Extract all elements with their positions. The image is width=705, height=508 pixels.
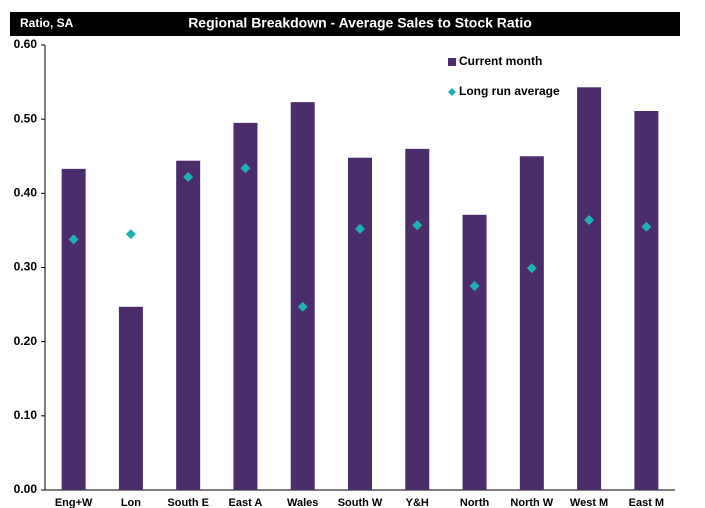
y-tick-label: 0.40 [14, 186, 38, 200]
x-tick-label: South W [338, 497, 383, 508]
diamond-marker [240, 163, 251, 174]
diamond-marker [584, 215, 595, 226]
diamond-marker [183, 172, 194, 183]
x-tick-label: North [460, 497, 490, 508]
bar [634, 111, 659, 490]
bar [233, 122, 258, 490]
diamond-marker [355, 223, 365, 234]
y-tick-label: 0.00 [14, 482, 38, 496]
legend-swatch [448, 88, 456, 96]
x-tick-label: Eng+W [55, 497, 93, 508]
title-bar [10, 12, 680, 36]
bar [176, 160, 201, 490]
x-tick-label: East M [629, 497, 664, 508]
x-tick-label: East A [229, 497, 263, 508]
bar [405, 148, 430, 491]
y-tick-label: 0.10 [14, 408, 38, 422]
bar [577, 87, 602, 491]
diamond-marker [526, 263, 537, 274]
x-tick-label: Wales [287, 497, 318, 508]
x-tick-label: Lon [121, 497, 141, 508]
y-tick-label: 0.30 [14, 260, 38, 274]
y-tick-label: 0.60 [14, 37, 38, 51]
bar [61, 168, 86, 490]
chart-title: Regional Breakdown - Average Sales to St… [188, 15, 532, 31]
legend-label: Current month [459, 54, 542, 68]
legend-swatch [448, 58, 456, 66]
bar [118, 306, 143, 490]
bar [462, 214, 487, 490]
bar [290, 102, 315, 490]
diamond-marker [297, 301, 308, 312]
bar [519, 156, 544, 490]
x-tick-label: South E [167, 497, 209, 508]
y-tick-label: 0.50 [14, 111, 38, 125]
legend-label: Long run average [459, 84, 560, 98]
diamond-marker [125, 229, 136, 240]
diamond-marker [641, 221, 652, 232]
diamond-marker [68, 234, 79, 245]
diamond-marker [412, 220, 423, 231]
y-tick-label: 0.20 [14, 334, 38, 348]
x-tick-label: Y&H [406, 497, 429, 508]
x-tick-label: West M [570, 497, 608, 508]
y-axis-label: Ratio, SA [20, 16, 74, 30]
diamond-marker [469, 281, 480, 292]
x-tick-label: North W [510, 497, 553, 508]
bar [348, 157, 372, 490]
